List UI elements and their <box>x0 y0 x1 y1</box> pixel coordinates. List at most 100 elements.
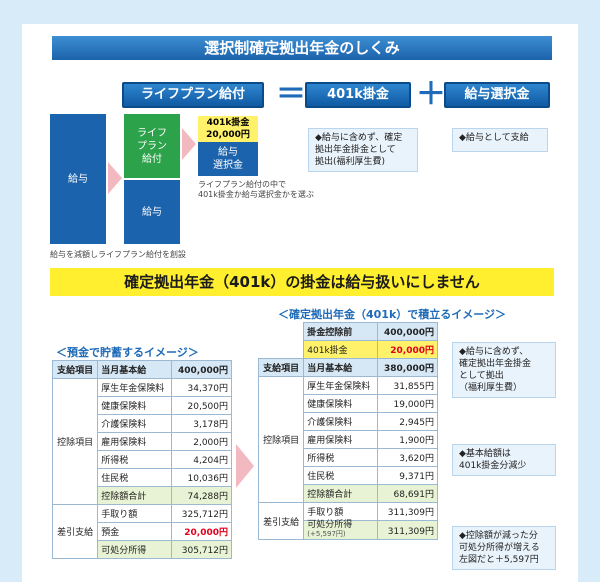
table-row: 介護保険料 <box>303 412 378 431</box>
table-cell: 2,000円 <box>170 432 233 451</box>
callout-401k-line-3: 拠出(福利厚生費) <box>315 157 386 167</box>
table-cell: 20,000円 <box>376 340 439 359</box>
choose-note: ライフプラン給付の中で 401k掛金か給与選択金かを選ぶ <box>198 180 338 200</box>
table-cell: 3,620円 <box>376 448 439 467</box>
table-cell: 325,712円 <box>170 504 233 523</box>
table-row: 住民税 <box>303 466 378 485</box>
table-cell: 305,712円 <box>170 540 233 559</box>
callout-right-3-line-1: ◆控除額が減った分 <box>459 531 538 541</box>
table-row: 雇用保険料 <box>303 430 378 449</box>
arrow-right-icon-2 <box>182 128 196 160</box>
table-row: 雇用保険料 <box>97 432 172 451</box>
callout-401k-line-2: 拠出年金掛金として <box>315 145 396 155</box>
table-row: 控除額合計 <box>303 484 378 503</box>
401k-contribution-pill: 401k掛金 <box>305 82 411 108</box>
table-cell: 4,204円 <box>170 450 233 469</box>
table-row: 厚生年金保険料 <box>97 378 172 397</box>
callout-right-1-line-4: （福利厚生費） <box>459 383 523 393</box>
table-row: 健康保険料 <box>303 394 378 413</box>
table-cell: 20,500円 <box>170 396 233 415</box>
table-row: 掛金控除前 <box>303 322 378 341</box>
table-row: 手取り額 <box>97 504 172 523</box>
table-cell: 3,178円 <box>170 414 233 433</box>
choose-note-line-1: ライフプラン給付の中で <box>198 180 286 189</box>
mechanism-banner: 選択制確定拠出年金のしくみ <box>52 36 552 60</box>
callout-401k: ◆給与に含めず、確定 拠出年金掛金として 拠出(福利厚生費) <box>308 128 418 172</box>
salary-selection-box: 給与 選択金 <box>198 142 258 176</box>
401k-amount-box: 401k掛金 20,000円 <box>198 116 258 142</box>
callout-salary: ◆給与として支給 <box>452 128 548 152</box>
plus-sign: ＋ <box>416 77 446 112</box>
callout-right-1-line-3: として拠出 <box>459 371 504 381</box>
spacer-cell <box>259 341 304 359</box>
table-cell: 68,691円 <box>376 484 439 503</box>
table-cell: 74,288円 <box>170 486 233 505</box>
table-cell: 34,370円 <box>170 378 233 397</box>
salary-reduced-box: 給与 <box>124 180 180 244</box>
lifeplan-green-box: ライフ プラン 給付 <box>124 114 180 178</box>
right-pay-label: 差引支給 <box>257 502 305 540</box>
spacer-cell <box>259 323 304 341</box>
callout-right-3-line-3: 左図だと＋5,597円 <box>459 555 539 565</box>
table-cell: 311,309円 <box>376 520 439 540</box>
table-cell: 311,309円 <box>376 502 439 521</box>
disposable-income-label: 可処分所得 <box>307 520 353 530</box>
table-row: 控除額合計 <box>97 486 172 505</box>
salary-selection-pill: 給与選択金 <box>444 82 550 108</box>
callout-right-3: ◆控除額が減った分 可処分所得が増える 左図だと＋5,597円 <box>452 526 556 570</box>
equals-sign: ＝ <box>276 77 306 112</box>
callout-right-2-line-1: ◆基本給額は <box>459 449 511 459</box>
left-table-title: ＜預金で貯蓄するイメージ＞ <box>56 346 199 359</box>
reduce-note: 給与を減額しライフプラン給付を創設 <box>50 250 186 259</box>
arrow-right-icon <box>108 162 122 194</box>
table-cell: 20,000円 <box>170 522 233 541</box>
lifeplan-line-1: ライフ <box>137 127 167 139</box>
right-deduct-label: 控除項目 <box>257 376 305 503</box>
not-salary-banner: 確定拠出年金（401k）の掛金は給与扱いにしません <box>50 268 554 296</box>
left-deduct-label: 控除項目 <box>51 378 99 505</box>
table-cell: 31,855円 <box>376 376 439 395</box>
table-row: 住民税 <box>97 468 172 487</box>
table-row: 可処分所得 (+5,597円) <box>303 520 378 540</box>
left-header-category: 支給項目 <box>51 360 99 379</box>
salary-selection-line-1: 給与 <box>218 147 238 158</box>
table-cell: 400,000円 <box>376 322 439 341</box>
left-pay-label: 差引支給 <box>51 504 99 559</box>
right-table-title: ＜確定拠出年金（401k）で積立るイメージ＞ <box>278 308 507 321</box>
table-row: 可処分所得 <box>97 540 172 559</box>
callout-right-1: ◆給与に含めず、 確定拠出年金掛金 として拠出 （福利厚生費） <box>452 342 556 398</box>
401k-amount-value: 20,000円 <box>206 130 250 140</box>
callout-right-2-line-2: 401k掛金分減少 <box>459 461 527 471</box>
left-table: 支給項目 当月基本給 400,000円 控除項目 厚生年金保険料 34,370円… <box>51 360 233 559</box>
salary-box: 給与 <box>50 114 106 244</box>
table-row: 預金 <box>97 522 172 541</box>
choose-note-line-2: 401k掛金か給与選択金かを選ぶ <box>198 190 314 199</box>
left-header-value: 400,000円 <box>170 360 233 379</box>
right-table: 掛金控除前 400,000円 401k掛金 20,000円 支給項目 当月基本給… <box>257 322 439 540</box>
table-row: 401k掛金 <box>303 340 378 359</box>
callout-right-3-line-2: 可処分所得が増える <box>459 543 540 553</box>
table-row: 健康保険料 <box>97 396 172 415</box>
table-cell: 1,900円 <box>376 430 439 449</box>
left-header-label: 当月基本給 <box>97 360 172 379</box>
callout-right-1-line-2: 確定拠出年金掛金 <box>459 359 532 369</box>
401k-amount-label: 401k掛金 <box>206 118 250 128</box>
table-cell: 19,000円 <box>376 394 439 413</box>
callout-right-1-line-1: ◆給与に含めず、 <box>459 347 529 357</box>
right-header-label: 当月基本給 <box>303 358 378 377</box>
salary-selection-line-2: 選択金 <box>213 160 243 171</box>
table-row: 所得税 <box>97 450 172 469</box>
table-cell: 2,945円 <box>376 412 439 431</box>
table-cell: 10,036円 <box>170 468 233 487</box>
lifeplan-line-2: プラン <box>137 140 167 152</box>
lifeplan-benefit-pill: ライフプラン給付 <box>122 82 264 108</box>
right-header-value: 380,000円 <box>376 358 439 377</box>
table-row: 厚生年金保険料 <box>303 376 378 395</box>
callout-right-2: ◆基本給額は 401k掛金分減少 <box>452 444 556 476</box>
right-header-category: 支給項目 <box>257 358 305 377</box>
table-cell: 9,371円 <box>376 466 439 485</box>
table-row: 介護保険料 <box>97 414 172 433</box>
callout-401k-line-1: ◆給与に含めず、確定 <box>315 133 403 143</box>
arrow-right-icon-3 <box>236 444 254 488</box>
lifeplan-line-3: 給付 <box>142 153 162 165</box>
